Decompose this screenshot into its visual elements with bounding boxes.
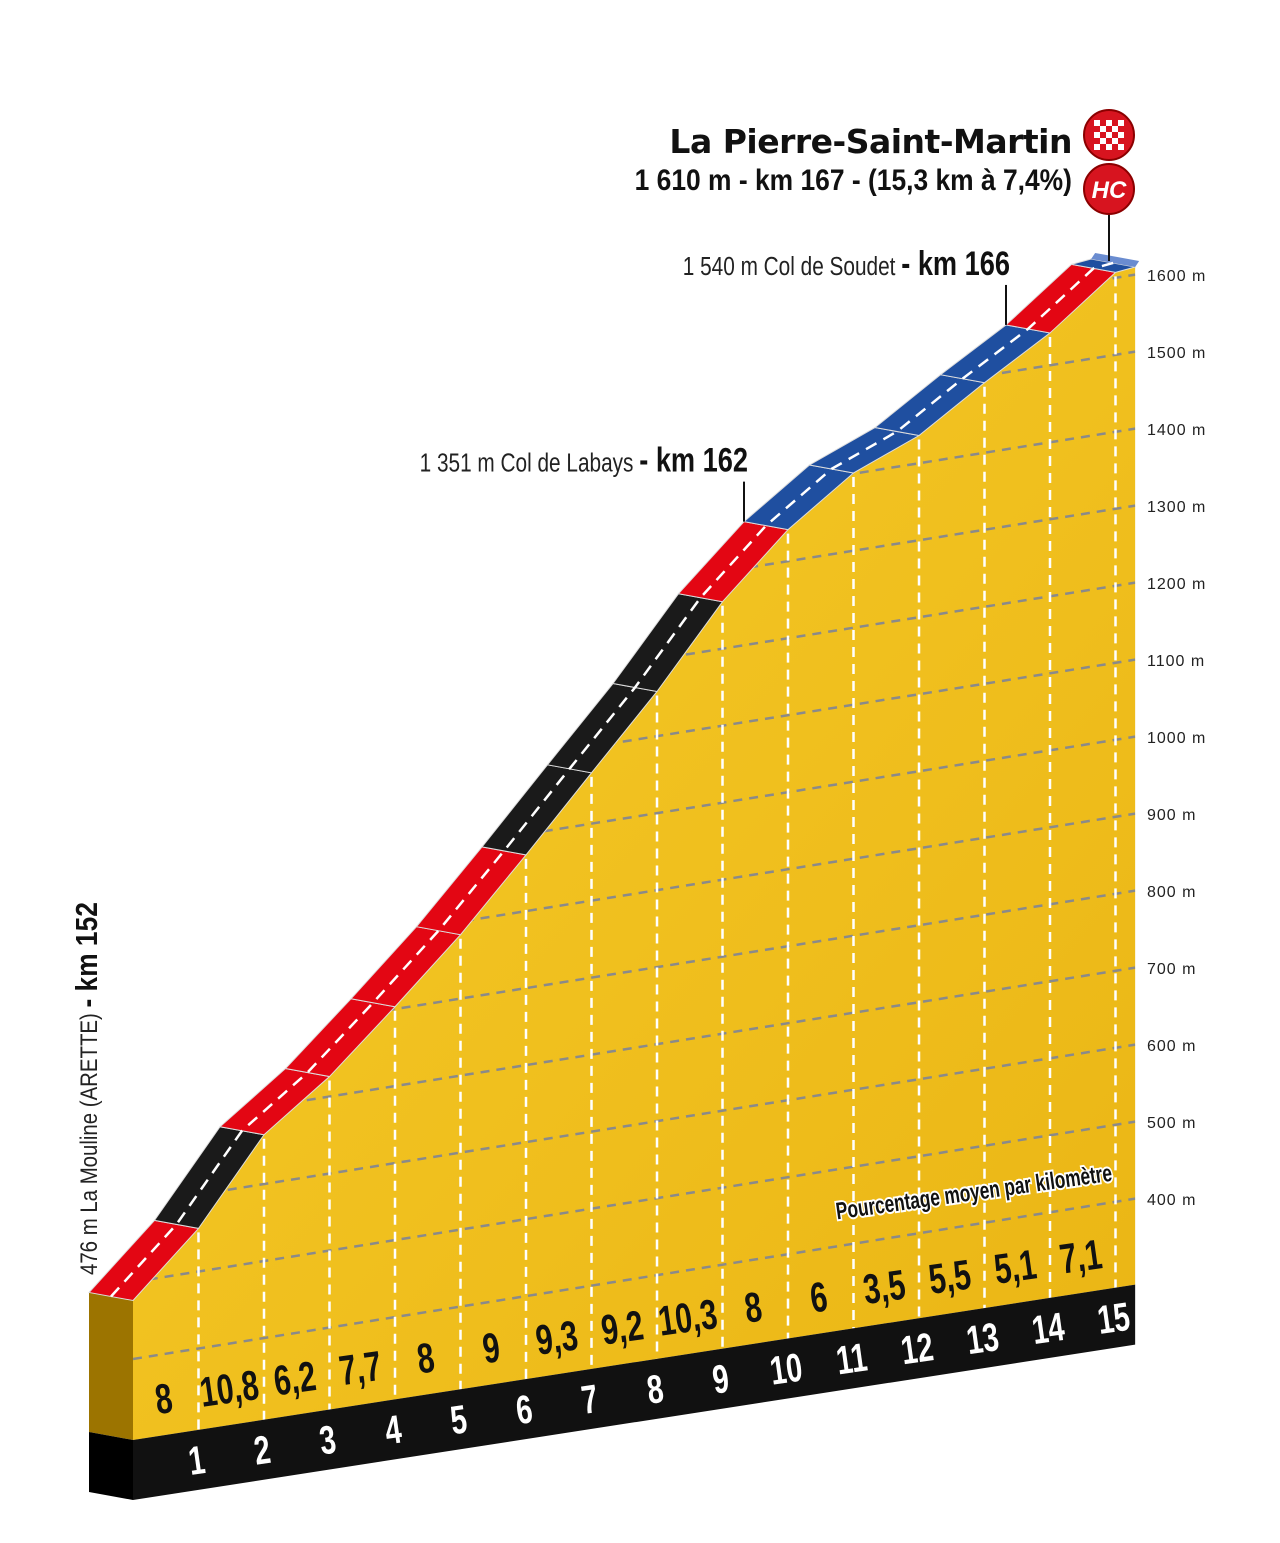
- chart-title: La Pierre-Saint-Martin: [669, 122, 1072, 161]
- checker-square: [1112, 138, 1118, 144]
- checker-square: [1106, 144, 1112, 150]
- km-tick-label: 8: [644, 1366, 666, 1413]
- gradient-label: 3,5: [860, 1261, 908, 1313]
- km-tick-label: 15: [1095, 1294, 1133, 1343]
- start-name: 476 m La Mouline (ARETTE): [75, 1008, 102, 1275]
- checker-square: [1118, 120, 1124, 126]
- gradient-label: 10,8: [197, 1361, 262, 1416]
- pass-km: - km 162: [639, 441, 748, 480]
- checker-square: [1094, 120, 1100, 126]
- checker-square: [1118, 132, 1124, 138]
- y-tick-label: 1300 m: [1147, 499, 1206, 516]
- checker-square: [1106, 120, 1112, 126]
- y-tick-label: 800 m: [1147, 884, 1196, 901]
- y-tick-label: 400 m: [1147, 1192, 1196, 1209]
- checker-square: [1100, 126, 1106, 132]
- km-tick-label: 14: [1029, 1304, 1067, 1353]
- start-km: - km 152: [70, 902, 104, 1007]
- km-tick-label: 6: [513, 1387, 535, 1434]
- y-tick-label: 1200 m: [1147, 576, 1206, 593]
- y-tick-label: 600 m: [1147, 1038, 1196, 1055]
- km-tick-label: 2: [251, 1427, 273, 1474]
- y-tick-label: 1600 m: [1147, 268, 1206, 285]
- y-tick-label: 700 m: [1147, 961, 1196, 978]
- km-tick-label: 9: [710, 1356, 732, 1403]
- y-tick-label: 1400 m: [1147, 422, 1206, 439]
- y-tick-label: 900 m: [1147, 807, 1196, 824]
- km-tick-label: 11: [833, 1335, 869, 1384]
- gradient-label: 9,2: [598, 1301, 646, 1353]
- terrain-front-face: [133, 266, 1136, 1440]
- gradient-label: 8: [152, 1374, 175, 1423]
- gradient-label: 9: [480, 1323, 503, 1372]
- pass-name: 1 351 m Col de Labays: [420, 448, 640, 477]
- km-tick-label: 12: [898, 1325, 936, 1374]
- km-tick-label: 13: [964, 1315, 1002, 1364]
- km-tick-label: 4: [382, 1407, 405, 1454]
- start-label: 476 m La Mouline (ARETTE) - km 152: [70, 902, 104, 1275]
- base-side-face: [89, 1432, 133, 1500]
- y-tick-label: 1100 m: [1147, 653, 1205, 670]
- y-tick-label: 500 m: [1147, 1115, 1196, 1132]
- gradient-label: 8: [414, 1334, 437, 1383]
- gradient-label: 8: [742, 1283, 765, 1332]
- km-tick-label: 3: [317, 1417, 339, 1464]
- pass-name: 1 540 m Col de Soudet: [683, 252, 901, 281]
- annotation-label: 1 540 m Col de Soudet - km 166: [683, 244, 1010, 283]
- km-tick-label: 1: [186, 1438, 208, 1485]
- annotation-label: 1 351 m Col de Labays - km 162: [420, 441, 748, 480]
- gradient-label: 7,7: [336, 1342, 384, 1394]
- gradient-label: 6,2: [271, 1352, 319, 1404]
- checker-square: [1094, 132, 1100, 138]
- gradient-label: 6: [807, 1273, 830, 1322]
- road-center-line: [110, 261, 1114, 1298]
- km-tick-label: 10: [767, 1345, 805, 1394]
- checker-square: [1106, 132, 1112, 138]
- gradient-label: 7,1: [1057, 1230, 1105, 1282]
- checker-square: [1118, 144, 1124, 150]
- terrain-side-face: [89, 1292, 133, 1440]
- road-end-cap: [1091, 252, 1140, 267]
- km-tick-label: 5: [448, 1397, 470, 1444]
- y-tick-label: 1000 m: [1147, 730, 1206, 747]
- base-strip: [133, 1284, 1136, 1500]
- gradient-label: 9,3: [533, 1312, 581, 1364]
- chart-subtitle: 1 610 m - km 167 - (15,3 km à 7,4%): [634, 164, 1072, 197]
- gradient-label: 10,3: [655, 1290, 720, 1345]
- checker-square: [1094, 144, 1100, 150]
- hc-label: HC: [1092, 177, 1127, 204]
- pass-km: - km 166: [901, 244, 1010, 283]
- gradient-label: 5,5: [926, 1251, 974, 1303]
- gradient-label: 5,1: [991, 1241, 1039, 1293]
- checker-square: [1112, 126, 1118, 132]
- checker-square: [1100, 138, 1106, 144]
- km-tick-label: 7: [579, 1377, 601, 1424]
- y-tick-label: 1500 m: [1147, 345, 1206, 362]
- hc-category-badge: [1083, 163, 1135, 215]
